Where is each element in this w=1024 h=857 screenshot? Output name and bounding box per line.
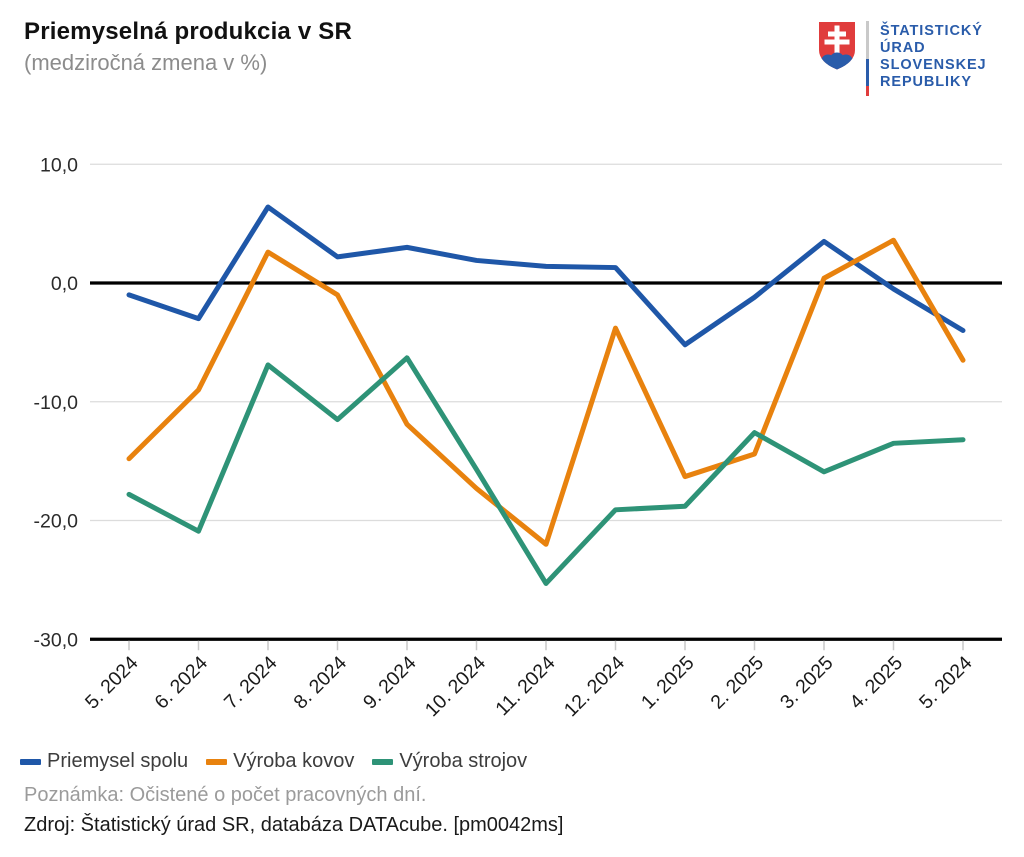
logo-divider-bar <box>866 21 869 96</box>
x-tick-label: 12. 2024 <box>560 652 629 721</box>
statistical-office-logo: ŠTATISTICKÝ ÚRAD SLOVENSKEJ REPUBLIKY <box>818 21 987 96</box>
x-tick-label: 5. 2024 <box>81 652 143 714</box>
logo-text: ŠTATISTICKÝ ÚRAD SLOVENSKEJ REPUBLIKY <box>880 21 987 91</box>
logo-text-line: ÚRAD <box>880 40 926 56</box>
y-tick-label: 0,0 <box>51 273 78 295</box>
legend-label: Výroba kovov <box>233 750 355 772</box>
page-subtitle: (medziročná zmena v %) <box>24 50 268 75</box>
legend-item-priemysel-spolu: Priemysel spolu <box>20 750 188 773</box>
series-line-2 <box>126 355 966 586</box>
legend-label: Výroba strojov <box>399 750 528 772</box>
legend-label: Priemysel spolu <box>47 750 189 772</box>
page-title: Priemyselná produkcia v SR <box>24 18 353 45</box>
x-tick-label: 6. 2024 <box>150 652 212 714</box>
footnote-source: Zdroj: Štatistický úrad SR, databáza DAT… <box>24 814 564 836</box>
header: Priemyselná produkcia v SR (medziročná z… <box>24 18 352 76</box>
y-tick-label: -30,0 <box>34 629 79 651</box>
logo-text-line: ŠTATISTICKÝ <box>880 23 983 39</box>
logo-text-line: SLOVENSKEJ <box>880 57 987 73</box>
line-chart: 10,00,0-10,0-20,0-30,05. 2024 6. 2024 7. 2… <box>34 154 1002 721</box>
x-tick-label: 9. 2024 <box>359 652 421 714</box>
legend-swatch-icon <box>20 758 41 765</box>
slovak-coat-of-arms-icon <box>819 22 855 70</box>
series-line-1 <box>126 237 966 547</box>
legend-swatch-icon <box>372 758 394 765</box>
y-tick-label: -10,0 <box>34 392 79 414</box>
footnote-note: Poznámka: Očistené o počet pracovných dn… <box>24 784 427 806</box>
x-tick-label: 5. 2024 <box>915 652 977 714</box>
legend-swatch-icon <box>206 758 228 765</box>
double-cross-icon <box>824 25 850 56</box>
y-tick-label: 10,0 <box>40 154 78 176</box>
x-tick-label: 2. 2025 <box>706 652 768 714</box>
logo-text-line: REPUBLIKY <box>880 74 972 90</box>
x-tick-label: 11. 2024 <box>491 652 559 720</box>
series-line-0 <box>126 204 966 348</box>
legend-item-vyroba-strojov: Výroba strojov <box>372 750 527 773</box>
x-tick-label: 3. 2025 <box>776 652 838 714</box>
x-tick-label: 8. 2024 <box>289 652 351 714</box>
legend: Priemysel spolu Výroba kovov Výroba stro… <box>20 750 527 773</box>
x-tick-label: 1. 2025 <box>637 652 699 714</box>
legend-item-vyroba-kovov: Výroba kovov <box>206 750 354 773</box>
x-tick-label: 10. 2024 <box>421 652 490 721</box>
x-tick-label: 7. 2024 <box>220 652 282 714</box>
x-tick-label: 4. 2025 <box>845 652 907 714</box>
y-tick-label: -20,0 <box>34 511 79 533</box>
